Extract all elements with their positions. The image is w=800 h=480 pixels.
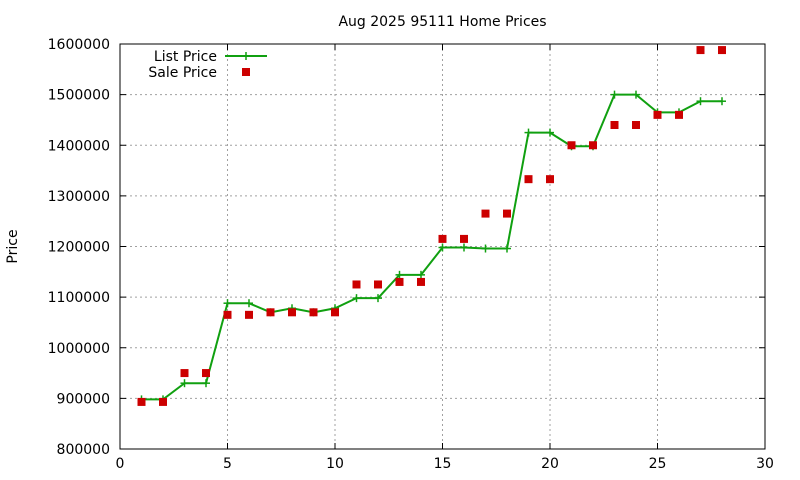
x-tick-label: 15 xyxy=(434,456,452,472)
sale-price-point xyxy=(331,308,339,317)
sale-price-point xyxy=(610,121,619,129)
list-price-point xyxy=(696,97,705,106)
sale-price-point xyxy=(159,397,167,406)
x-tick-label: 20 xyxy=(541,456,559,472)
y-tick-label: 1100000 xyxy=(48,290,110,306)
y-tick-label: 1300000 xyxy=(48,189,110,205)
sale-price-point xyxy=(696,46,705,55)
y-tick-label: 1000000 xyxy=(48,341,110,357)
sale-price-point xyxy=(589,141,597,150)
y-tick-label: 1200000 xyxy=(48,240,110,256)
sale-price-point xyxy=(352,280,361,289)
sale-price-point xyxy=(374,280,382,289)
x-tick-label: 0 xyxy=(116,456,125,472)
list-price-point xyxy=(524,128,533,137)
x-tick-label: 5 xyxy=(223,456,232,472)
legend-label: List Price xyxy=(154,49,217,65)
sale-price-point xyxy=(309,308,318,317)
sale-price-point xyxy=(180,369,189,378)
x-tick-label: 10 xyxy=(326,456,344,472)
y-tick-label: 800000 xyxy=(57,442,110,458)
list-price-point xyxy=(245,299,253,308)
y-axis-label: Price xyxy=(5,229,21,263)
list-price-point xyxy=(352,294,361,303)
list-price-point xyxy=(718,97,726,106)
list-price-point xyxy=(438,243,447,252)
sale-price-point xyxy=(567,141,576,150)
list-price-point xyxy=(632,90,640,99)
series-sale-price xyxy=(137,46,726,406)
list-price-line xyxy=(141,93,722,401)
sale-price-point xyxy=(524,175,533,184)
sale-price-point xyxy=(481,209,490,218)
sale-price-point xyxy=(266,308,275,317)
list-price-point xyxy=(202,379,210,388)
list-price-point xyxy=(374,294,382,303)
sale-price-point xyxy=(395,277,404,286)
chart-title: Aug 2025 95111 Home Prices xyxy=(338,14,546,30)
y-tick-label: 1600000 xyxy=(48,37,110,53)
sale-price-point xyxy=(632,121,640,129)
list-price-point xyxy=(180,379,189,388)
list-price-point xyxy=(417,270,425,279)
legend-plus-marker xyxy=(242,52,250,60)
sale-price-point xyxy=(137,397,146,406)
ticks: 0 5 10 15 20 25 30 800000 900000 1000000 1100000 12… xyxy=(48,37,774,472)
sale-price-point xyxy=(245,310,253,319)
sale-price-point xyxy=(653,110,662,119)
sale-price-point xyxy=(438,234,447,243)
sale-price-point xyxy=(503,209,511,218)
sale-price-point xyxy=(417,277,425,286)
legend-label: Sale Price xyxy=(148,65,217,81)
x-tick-label: 25 xyxy=(649,456,667,472)
sale-price-point xyxy=(546,175,554,184)
series-layer xyxy=(137,46,726,406)
sale-price-point xyxy=(288,308,296,317)
list-price-point xyxy=(481,244,490,253)
list-price-point xyxy=(223,299,232,308)
list-price-point xyxy=(610,90,619,99)
sale-price-point xyxy=(223,310,232,319)
sale-price-point xyxy=(675,110,683,119)
y-tick-label: 900000 xyxy=(57,391,110,407)
series-list-price xyxy=(137,90,726,404)
sale-price-point xyxy=(718,46,726,55)
list-price-point xyxy=(395,270,404,279)
legend-square-marker xyxy=(242,68,250,76)
x-tick-label: 30 xyxy=(756,456,774,472)
list-price-point xyxy=(503,244,511,253)
sale-price-point xyxy=(202,369,210,378)
sale-price-point xyxy=(460,234,468,243)
y-tick-label: 1400000 xyxy=(48,138,110,154)
list-price-point xyxy=(460,243,468,252)
y-tick-label: 1500000 xyxy=(48,88,110,104)
list-price-point xyxy=(546,128,554,137)
